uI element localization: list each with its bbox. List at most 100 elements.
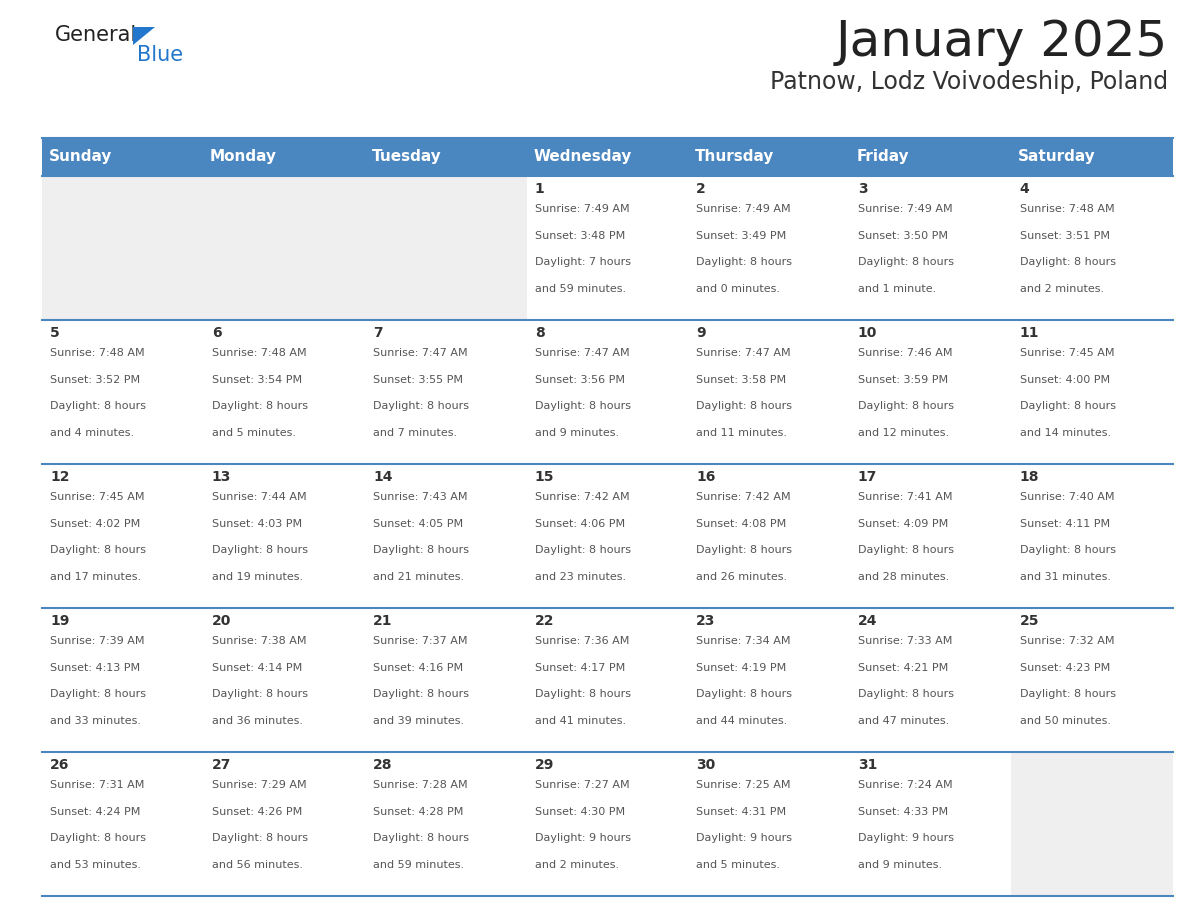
Text: Sunrise: 7:29 AM: Sunrise: 7:29 AM bbox=[211, 780, 307, 790]
Bar bbox=[1011, 138, 1173, 176]
Text: 11: 11 bbox=[1019, 326, 1040, 340]
Text: Daylight: 8 hours: Daylight: 8 hours bbox=[696, 545, 792, 555]
Text: Sunset: 3:48 PM: Sunset: 3:48 PM bbox=[535, 230, 625, 241]
Text: Daylight: 8 hours: Daylight: 8 hours bbox=[535, 401, 631, 411]
Text: Sunset: 4:23 PM: Sunset: 4:23 PM bbox=[1019, 663, 1110, 673]
Text: Daylight: 8 hours: Daylight: 8 hours bbox=[1019, 257, 1116, 267]
Bar bbox=[526, 752, 688, 896]
Text: Sunrise: 7:36 AM: Sunrise: 7:36 AM bbox=[535, 636, 630, 646]
Text: Sunset: 4:21 PM: Sunset: 4:21 PM bbox=[858, 663, 948, 673]
Text: Daylight: 8 hours: Daylight: 8 hours bbox=[858, 257, 954, 267]
Text: and 36 minutes.: and 36 minutes. bbox=[211, 716, 303, 726]
Bar bbox=[365, 176, 526, 320]
Text: Sunset: 4:00 PM: Sunset: 4:00 PM bbox=[1019, 375, 1110, 385]
Text: 5: 5 bbox=[50, 326, 59, 340]
Text: Sunrise: 7:48 AM: Sunrise: 7:48 AM bbox=[50, 348, 145, 358]
Text: and 41 minutes.: and 41 minutes. bbox=[535, 716, 626, 726]
Bar bbox=[1011, 752, 1173, 896]
Text: and 59 minutes.: and 59 minutes. bbox=[373, 860, 465, 870]
Text: 27: 27 bbox=[211, 758, 230, 772]
Bar bbox=[849, 608, 1011, 752]
Text: and 31 minutes.: and 31 minutes. bbox=[1019, 572, 1111, 582]
Text: Sunrise: 7:41 AM: Sunrise: 7:41 AM bbox=[858, 492, 953, 502]
Text: Daylight: 9 hours: Daylight: 9 hours bbox=[696, 834, 792, 844]
Text: Wednesday: Wednesday bbox=[533, 150, 632, 164]
Text: Sunset: 3:58 PM: Sunset: 3:58 PM bbox=[696, 375, 786, 385]
Text: Sunrise: 7:49 AM: Sunrise: 7:49 AM bbox=[858, 204, 953, 214]
Text: Daylight: 8 hours: Daylight: 8 hours bbox=[50, 545, 146, 555]
Text: Daylight: 7 hours: Daylight: 7 hours bbox=[535, 257, 631, 267]
Text: 7: 7 bbox=[373, 326, 383, 340]
Text: 1: 1 bbox=[535, 182, 544, 196]
Text: and 17 minutes.: and 17 minutes. bbox=[50, 572, 141, 582]
Text: and 7 minutes.: and 7 minutes. bbox=[373, 428, 457, 438]
Text: Sunset: 4:11 PM: Sunset: 4:11 PM bbox=[1019, 519, 1110, 529]
Text: Sunrise: 7:34 AM: Sunrise: 7:34 AM bbox=[696, 636, 791, 646]
Text: 18: 18 bbox=[1019, 470, 1040, 484]
Bar bbox=[203, 138, 365, 176]
Text: Daylight: 8 hours: Daylight: 8 hours bbox=[535, 545, 631, 555]
Bar bbox=[365, 608, 526, 752]
Text: Sunset: 4:26 PM: Sunset: 4:26 PM bbox=[211, 807, 302, 817]
Bar bbox=[688, 608, 849, 752]
Bar bbox=[365, 464, 526, 608]
Text: Daylight: 8 hours: Daylight: 8 hours bbox=[858, 401, 954, 411]
Text: Daylight: 8 hours: Daylight: 8 hours bbox=[535, 689, 631, 700]
Bar bbox=[203, 608, 365, 752]
Text: Sunrise: 7:47 AM: Sunrise: 7:47 AM bbox=[696, 348, 791, 358]
Text: 28: 28 bbox=[373, 758, 393, 772]
Bar bbox=[526, 138, 688, 176]
Text: Sunset: 4:31 PM: Sunset: 4:31 PM bbox=[696, 807, 786, 817]
Bar bbox=[849, 464, 1011, 608]
Text: Sunrise: 7:43 AM: Sunrise: 7:43 AM bbox=[373, 492, 468, 502]
Bar bbox=[203, 320, 365, 464]
Text: Sunrise: 7:37 AM: Sunrise: 7:37 AM bbox=[373, 636, 468, 646]
Text: Daylight: 8 hours: Daylight: 8 hours bbox=[373, 689, 469, 700]
Text: and 23 minutes.: and 23 minutes. bbox=[535, 572, 626, 582]
Text: Daylight: 8 hours: Daylight: 8 hours bbox=[50, 689, 146, 700]
Text: Sunrise: 7:39 AM: Sunrise: 7:39 AM bbox=[50, 636, 145, 646]
Text: Daylight: 8 hours: Daylight: 8 hours bbox=[858, 689, 954, 700]
Text: and 28 minutes.: and 28 minutes. bbox=[858, 572, 949, 582]
Text: 9: 9 bbox=[696, 326, 706, 340]
Text: and 5 minutes.: and 5 minutes. bbox=[696, 860, 781, 870]
Text: 4: 4 bbox=[1019, 182, 1029, 196]
Text: and 5 minutes.: and 5 minutes. bbox=[211, 428, 296, 438]
Text: Sunrise: 7:45 AM: Sunrise: 7:45 AM bbox=[50, 492, 145, 502]
Text: General: General bbox=[55, 25, 138, 45]
Text: Sunrise: 7:48 AM: Sunrise: 7:48 AM bbox=[211, 348, 307, 358]
Bar bbox=[42, 608, 203, 752]
Bar bbox=[203, 464, 365, 608]
Text: Friday: Friday bbox=[857, 150, 909, 164]
Text: and 26 minutes.: and 26 minutes. bbox=[696, 572, 788, 582]
Text: Sunset: 4:02 PM: Sunset: 4:02 PM bbox=[50, 519, 140, 529]
Text: and 47 minutes.: and 47 minutes. bbox=[858, 716, 949, 726]
Text: Sunrise: 7:44 AM: Sunrise: 7:44 AM bbox=[211, 492, 307, 502]
Text: and 9 minutes.: and 9 minutes. bbox=[535, 428, 619, 438]
Text: Sunset: 3:52 PM: Sunset: 3:52 PM bbox=[50, 375, 140, 385]
Text: Sunrise: 7:48 AM: Sunrise: 7:48 AM bbox=[1019, 204, 1114, 214]
Text: Sunday: Sunday bbox=[49, 150, 112, 164]
Text: and 2 minutes.: and 2 minutes. bbox=[1019, 284, 1104, 294]
Text: 21: 21 bbox=[373, 614, 393, 628]
Text: Sunset: 4:09 PM: Sunset: 4:09 PM bbox=[858, 519, 948, 529]
Bar bbox=[849, 176, 1011, 320]
Text: 10: 10 bbox=[858, 326, 877, 340]
Text: Daylight: 9 hours: Daylight: 9 hours bbox=[858, 834, 954, 844]
Text: and 14 minutes.: and 14 minutes. bbox=[1019, 428, 1111, 438]
Text: and 53 minutes.: and 53 minutes. bbox=[50, 860, 141, 870]
Bar bbox=[688, 138, 849, 176]
Bar bbox=[688, 752, 849, 896]
Text: and 2 minutes.: and 2 minutes. bbox=[535, 860, 619, 870]
Text: Daylight: 8 hours: Daylight: 8 hours bbox=[211, 545, 308, 555]
Text: Sunrise: 7:33 AM: Sunrise: 7:33 AM bbox=[858, 636, 953, 646]
Text: Daylight: 8 hours: Daylight: 8 hours bbox=[50, 834, 146, 844]
Bar bbox=[42, 464, 203, 608]
Text: 15: 15 bbox=[535, 470, 555, 484]
Text: 12: 12 bbox=[50, 470, 70, 484]
Text: and 44 minutes.: and 44 minutes. bbox=[696, 716, 788, 726]
Bar bbox=[526, 320, 688, 464]
Text: Sunset: 3:59 PM: Sunset: 3:59 PM bbox=[858, 375, 948, 385]
Text: Daylight: 8 hours: Daylight: 8 hours bbox=[211, 834, 308, 844]
Text: Sunset: 3:55 PM: Sunset: 3:55 PM bbox=[373, 375, 463, 385]
